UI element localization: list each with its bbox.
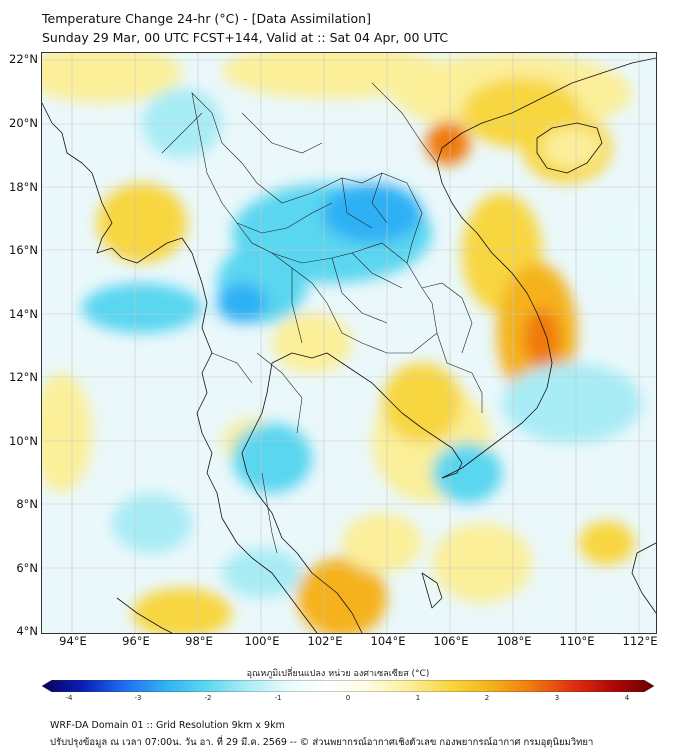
lat-label: 4°N bbox=[16, 624, 38, 638]
lat-label: 18°N bbox=[9, 180, 38, 194]
colorbar-title: อุณหภูมิเปลี่ยนแปลง หน่วย องศาเซลเซียส (… bbox=[246, 669, 430, 679]
lon-label: 106°E bbox=[433, 634, 469, 648]
colorbar-tick: -1 bbox=[274, 694, 282, 702]
colorbar-tick: 2 bbox=[484, 694, 490, 702]
map-title: Temperature Change 24-hr (°C) - [Data As… bbox=[42, 11, 371, 26]
map-plot-area bbox=[41, 52, 657, 634]
colorbar-tick: -2 bbox=[204, 694, 212, 702]
temperature-change-map bbox=[42, 53, 656, 633]
temperature-field bbox=[42, 53, 656, 633]
province-borders bbox=[161, 82, 483, 554]
lat-label: 16°N bbox=[9, 243, 38, 257]
footer-credit: ปรับปรุงข้อมูล ณ เวลา 07:00น. วัน อา. ที… bbox=[50, 737, 594, 748]
lat-label: 20°N bbox=[9, 116, 38, 130]
colorbar-tick: -4 bbox=[65, 694, 73, 702]
lon-label: 104°E bbox=[370, 634, 406, 648]
colorbar-tick: -3 bbox=[134, 694, 142, 702]
lon-label: 102°E bbox=[307, 634, 343, 648]
colorbar-tick: 0 bbox=[345, 694, 351, 702]
lat-label: 12°N bbox=[9, 370, 38, 384]
colorbar-tick: 4 bbox=[624, 694, 630, 702]
lat-label: 6°N bbox=[16, 561, 38, 575]
lon-label: 108°E bbox=[496, 634, 532, 648]
lon-label: 100°E bbox=[244, 634, 280, 648]
colorbar-tick: 1 bbox=[415, 694, 421, 702]
lon-label: 96°E bbox=[122, 634, 150, 648]
lat-label: 14°N bbox=[9, 307, 38, 321]
colorbar bbox=[42, 680, 654, 692]
coastlines bbox=[42, 57, 656, 633]
lon-label: 98°E bbox=[185, 634, 213, 648]
lat-label: 10°N bbox=[9, 434, 38, 448]
lon-label: 112°E bbox=[622, 634, 658, 648]
lat-label: 22°N bbox=[9, 52, 38, 66]
colorbar-tick: 3 bbox=[554, 694, 560, 702]
lon-label: 94°E bbox=[59, 634, 87, 648]
gridlines bbox=[42, 53, 656, 633]
map-subtitle: Sunday 29 Mar, 00 UTC FCST+144, Valid at… bbox=[42, 30, 449, 45]
lat-label: 8°N bbox=[16, 497, 38, 511]
footer-model-info: WRF-DA Domain 01 :: Grid Resolution 9km … bbox=[50, 720, 285, 731]
lon-label: 110°E bbox=[559, 634, 595, 648]
